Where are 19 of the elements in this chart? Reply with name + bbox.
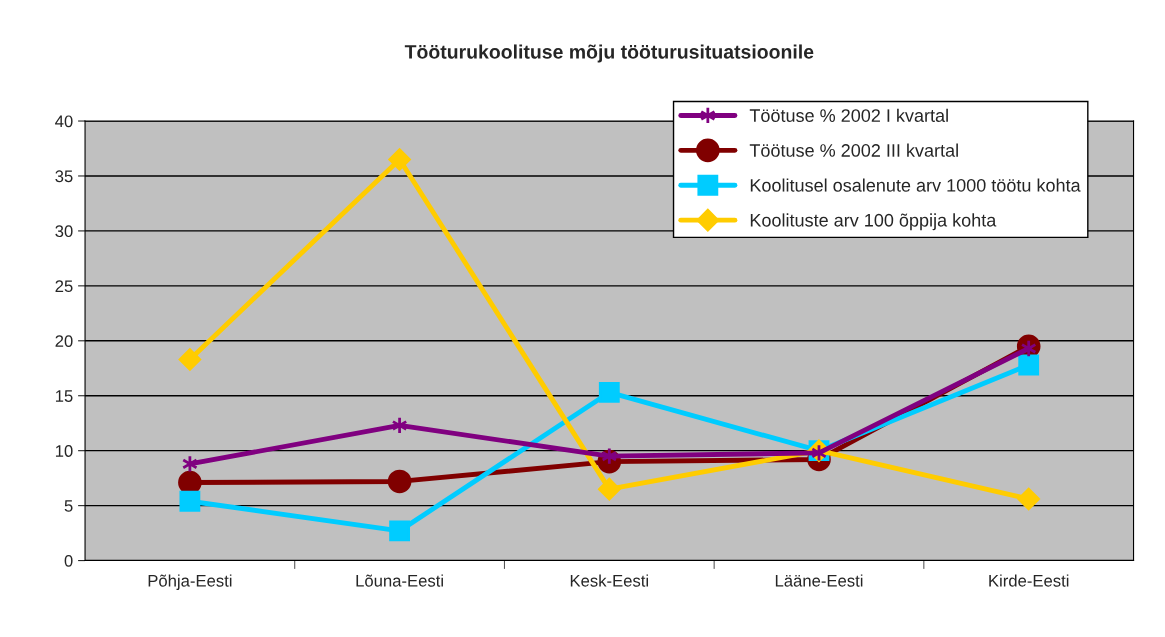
y-tick-label: 15 bbox=[55, 390, 73, 402]
y-tick-label: 40 bbox=[55, 115, 73, 128]
x-tick-label: Lõuna-Eesti bbox=[356, 574, 443, 587]
y-tick-label: 20 bbox=[55, 335, 73, 347]
y-tick-label: 25 bbox=[55, 280, 73, 293]
x-tick-label: Lääne-Eesti bbox=[775, 574, 863, 587]
x-tick-label: Kirde-Eesti bbox=[989, 574, 1069, 587]
y-tick-label: 0 bbox=[64, 554, 73, 567]
legend-label: Koolitusel osalenute arv 1000 töötu kohta bbox=[750, 178, 1081, 192]
legend-label: Töötuse % 2002 I kvartal bbox=[749, 108, 948, 122]
chart-title: Tööturukoolituse mõju tööturusituatsioonile bbox=[404, 44, 814, 63]
x-tick-label: Kesk-Eesti bbox=[570, 574, 648, 587]
y-tick-label: 5 bbox=[64, 500, 73, 512]
y-tick-label: 10 bbox=[55, 445, 73, 457]
legend-label: Koolituste arv 100 õppija kohta bbox=[750, 213, 997, 231]
x-tick-label: Põhja-Eesti bbox=[148, 574, 232, 590]
y-tick-label: 30 bbox=[55, 225, 73, 238]
legend-label: Töötuse % 2002 III kvartal bbox=[749, 143, 958, 157]
y-tick-label: 35 bbox=[55, 170, 73, 183]
